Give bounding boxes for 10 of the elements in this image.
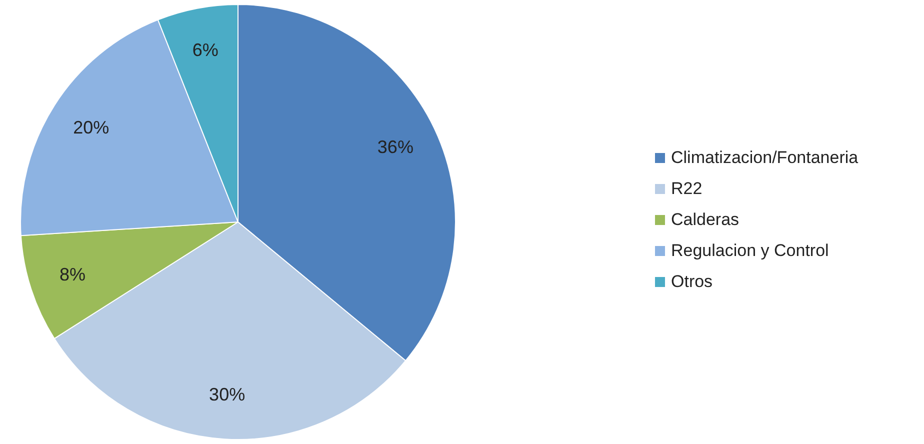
legend-label: R22 [671, 178, 702, 198]
legend-label: Otros [671, 272, 713, 292]
data-label: 30% [209, 384, 246, 405]
data-label: 6% [192, 40, 218, 60]
data-label: 8% [60, 264, 86, 285]
legend-label: Calderas [671, 210, 740, 230]
legend-label: Regulacion y Control [671, 240, 829, 260]
data-label: 36% [377, 136, 414, 157]
legend-label: Climatizacion/Fontaneria [671, 148, 858, 168]
data-label: 20% [73, 118, 110, 138]
